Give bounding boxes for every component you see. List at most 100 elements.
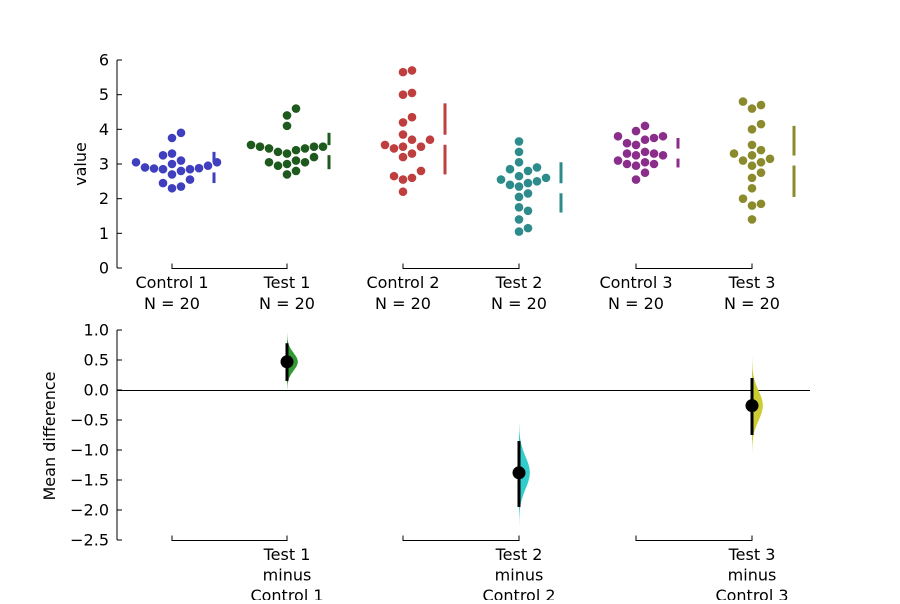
raw-data-point [622,159,632,169]
diff-comparison-label: minus [263,566,312,585]
raw-data-point [407,112,417,122]
raw-data-point [167,183,177,193]
raw-data-point [613,156,623,165]
raw-data-point [398,90,408,99]
raw-data-point [640,147,650,157]
diff-pair-bracket [171,535,288,541]
raw-data-point [291,156,301,165]
raw-data-point [514,227,524,236]
raw-data-point [398,67,408,77]
raw-data-point [631,175,641,184]
raw-data-point [246,140,256,150]
raw-data-point [407,149,417,158]
raw-data-point [523,206,533,216]
diff-y-tick-label: 0.5 [84,351,109,370]
raw-data-point [514,147,524,157]
raw-data-point [273,147,283,157]
raw-data-point [158,164,168,174]
raw-data-point [176,156,186,165]
raw-data-point [416,142,426,151]
raw-data-point [747,201,757,210]
raw-data-point [631,126,641,136]
diff-comparison-label: Control 1 [250,586,323,600]
raw-data-point [300,157,310,167]
mean-difference-point [512,466,526,480]
diff-y-tick-label: 1.0 [84,321,109,340]
raw-group-n-label: N = 20 [144,294,200,313]
raw-data-point [514,215,524,224]
raw-data-point [640,121,650,131]
raw-data-point [622,149,632,158]
raw-data-point [756,168,766,177]
raw-data-point [194,163,204,173]
raw-data-point [649,149,659,158]
raw-data-point [158,178,168,188]
diff-group-brackets [171,535,753,541]
raw-pair-bracket [402,263,520,269]
raw-data-point [398,142,408,151]
raw-data-point [416,166,426,176]
raw-data-point [747,215,757,224]
raw-data-point [649,159,659,169]
raw-y-tick-label: 3 [99,155,109,174]
raw-data-point [309,152,319,162]
raw-data-point [756,100,766,110]
raw-data-point [282,111,292,120]
diff-comparison-label: Test 1 [263,545,311,564]
raw-data-point [631,140,641,150]
raw-data-point [747,140,757,150]
raw-data-point [389,144,399,153]
raw-pair-bracket [635,263,753,269]
raw-data-point [747,151,757,160]
raw-data-point [398,175,408,184]
raw-data-point [291,166,301,176]
diff-y-tick-label: −2.5 [70,531,109,550]
raw-data-point [523,178,533,188]
raw-data-point [131,157,141,167]
diff-y-axis-label: Mean difference [40,372,59,501]
raw-data-point [273,161,283,171]
raw-y-tick-label: 1 [99,224,109,243]
raw-data-point [640,168,650,177]
raw-data-point [203,161,213,171]
raw-data-point [318,142,328,151]
diff-comparison-label: Test 3 [728,545,776,564]
mean-difference-panel: 1.0 0.5 0.0 −0.5 −1.0 −1.5 −2.0 −2.5 Mean diffe… [40,321,810,604]
diff-y-tick-label: −1.0 [70,441,109,460]
raw-data-point [631,151,641,160]
raw-y-ticks: 0 1 2 3 4 5 6 [99,51,122,278]
raw-data-point [756,145,766,155]
diff-y-tick-label: −1.5 [70,471,109,490]
raw-group-label: Test 1 [263,273,311,292]
raw-data-point [747,104,757,113]
raw-data-point [747,183,757,193]
raw-y-tick-label: 0 [99,259,109,278]
raw-data-point [167,133,177,143]
raw-group-n-label: N = 20 [259,294,315,313]
raw-y-axis-label: value [71,142,90,186]
raw-group-label: Control 1 [135,273,208,292]
raw-group-label: Control 3 [599,273,672,292]
raw-data-points [131,66,775,236]
raw-group-n-label: N = 20 [375,294,431,313]
diff-comparison-label: minus [728,566,777,585]
raw-data-point [140,163,150,172]
diff-y-tick-label: −2.0 [70,501,109,520]
raw-data-point [264,157,274,167]
raw-data-point [658,151,668,160]
diff-y-tick-label: 0.0 [84,381,109,400]
diff-pair-bracket [635,535,753,541]
raw-data-point [407,173,417,183]
raw-y-tick-label: 5 [99,85,109,104]
diff-comparison-label: Control 2 [482,586,555,600]
raw-data-point [640,157,650,167]
diff-y-ticks: 1.0 0.5 0.0 −0.5 −1.0 −1.5 −2.0 −2.5 [70,321,122,550]
raw-data-point [756,199,766,209]
raw-data-point [264,144,274,153]
raw-data-point [613,131,623,141]
raw-data-point [622,138,632,148]
raw-data-point [523,166,533,176]
raw-y-tick-label: 4 [99,120,109,139]
